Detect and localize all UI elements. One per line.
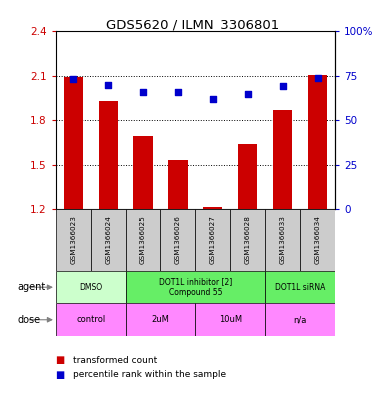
Bar: [265, 271, 335, 303]
Text: dose: dose: [17, 315, 40, 325]
Bar: [265, 209, 300, 271]
Text: GSM1366023: GSM1366023: [70, 215, 76, 264]
Bar: [238, 144, 257, 209]
Text: 2uM: 2uM: [152, 315, 169, 324]
Point: [210, 96, 216, 102]
Bar: [126, 209, 161, 271]
Point: [280, 83, 286, 90]
Text: ■: ■: [56, 369, 68, 380]
Bar: [91, 209, 126, 271]
Text: n/a: n/a: [293, 315, 307, 324]
Text: GSM1366026: GSM1366026: [175, 215, 181, 264]
Point: [105, 81, 111, 88]
Text: GSM1366034: GSM1366034: [315, 215, 320, 264]
Text: DOT1L siRNA: DOT1L siRNA: [275, 283, 325, 292]
Text: GSM1366024: GSM1366024: [105, 215, 111, 264]
Point: [175, 88, 181, 95]
Bar: [273, 110, 292, 209]
Bar: [300, 209, 335, 271]
Bar: [56, 303, 126, 336]
Text: transformed count: transformed count: [73, 356, 157, 365]
Text: DOT1L inhibitor [2]
Compound 55: DOT1L inhibitor [2] Compound 55: [159, 277, 232, 297]
Text: GDS5620 / ILMN_3306801: GDS5620 / ILMN_3306801: [106, 18, 279, 31]
Text: GSM1366033: GSM1366033: [280, 215, 286, 264]
Bar: [195, 303, 265, 336]
Bar: [56, 209, 91, 271]
Bar: [99, 101, 118, 209]
Text: GSM1366028: GSM1366028: [245, 215, 251, 264]
Text: control: control: [76, 315, 105, 324]
Text: GSM1366027: GSM1366027: [210, 215, 216, 264]
Bar: [265, 303, 335, 336]
Bar: [203, 208, 223, 209]
Bar: [230, 209, 265, 271]
Bar: [308, 75, 327, 209]
Bar: [126, 271, 265, 303]
Text: ■: ■: [56, 355, 68, 365]
Bar: [195, 209, 230, 271]
Text: DMSO: DMSO: [79, 283, 102, 292]
Bar: [161, 209, 195, 271]
Point: [70, 76, 76, 83]
Text: percentile rank within the sample: percentile rank within the sample: [73, 370, 226, 379]
Text: GSM1366025: GSM1366025: [140, 215, 146, 264]
Bar: [64, 77, 83, 209]
Text: 10uM: 10uM: [219, 315, 242, 324]
Bar: [56, 271, 126, 303]
Text: agent: agent: [17, 282, 45, 292]
Point: [244, 90, 251, 97]
Point: [315, 74, 321, 81]
Point: [140, 88, 146, 95]
Bar: [126, 303, 195, 336]
Bar: [168, 160, 187, 209]
Bar: [134, 136, 152, 209]
